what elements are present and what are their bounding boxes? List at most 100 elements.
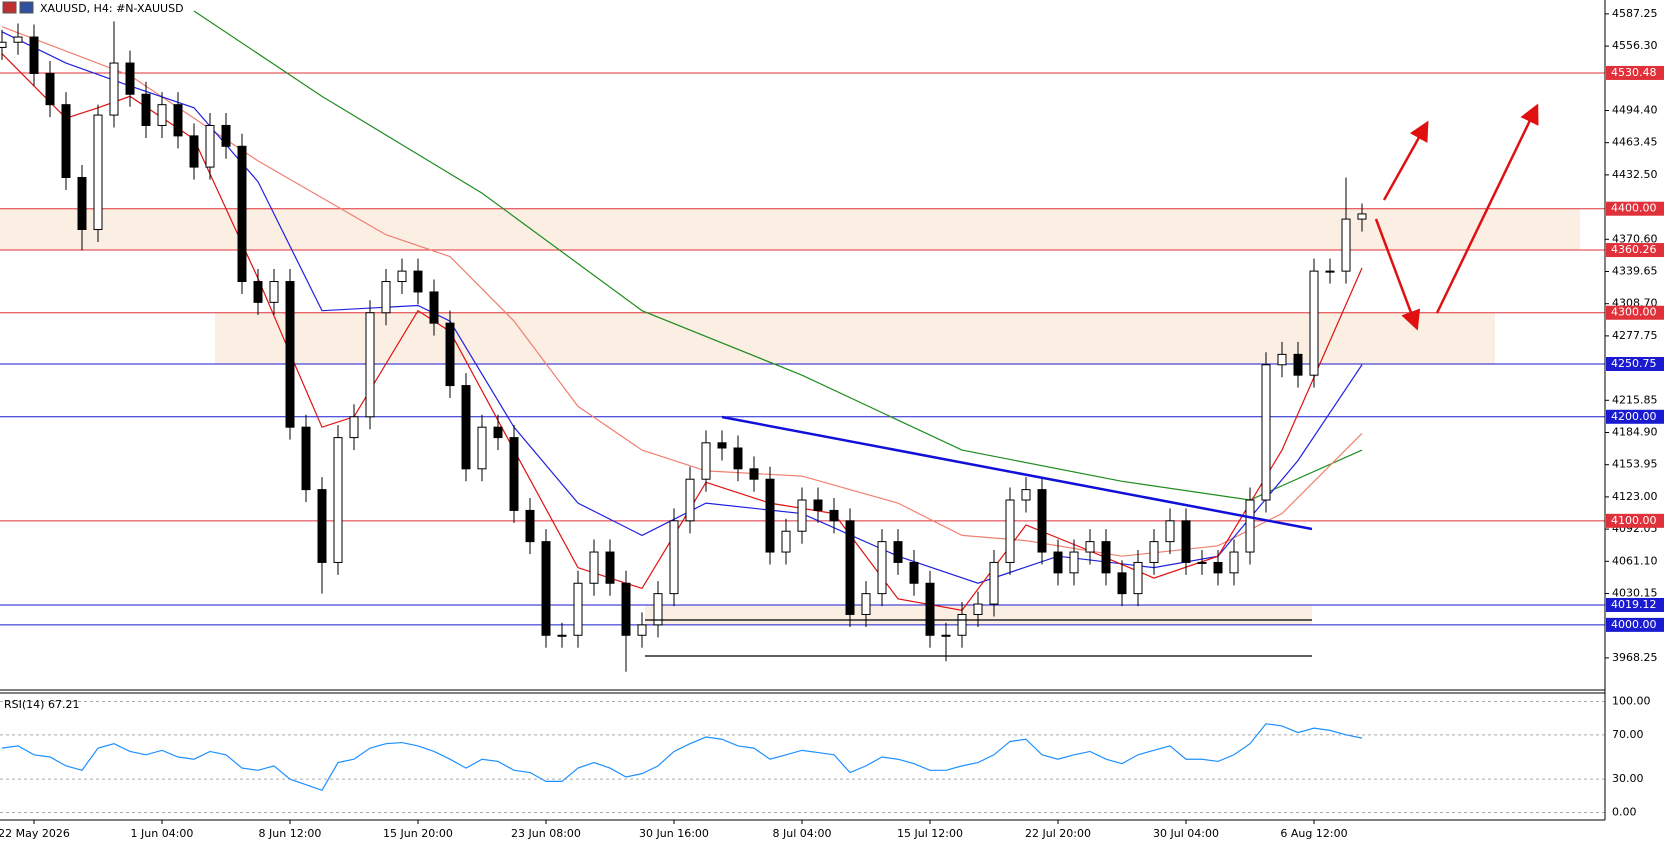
candle-body [749,468,759,480]
axis-labels: 4587.25 4556.30 4494.40 4463.45 4432.50 4370.… [0,7,1664,840]
candle-body [1213,561,1223,574]
y-tick-label: 4432.50 [1612,168,1658,181]
candle-body [877,541,887,595]
x-tick-label: 30 Jul 04:00 [1153,827,1219,840]
rsi-tick-label: 30.00 [1612,772,1644,785]
x-tick-label: 30 Jun 16:00 [639,827,709,840]
candle-body [237,145,247,283]
candle-body [1037,489,1047,553]
y-tick-label: 4370.60 [1612,232,1658,245]
candle-body [397,270,407,283]
candle-body [781,530,791,553]
x-tick-label: 22 May 2026 [0,827,70,840]
candle-body [973,603,983,615]
arrow-up [1435,103,1539,314]
candle-body [125,62,135,95]
candle-body [189,135,199,168]
candle-body [1069,551,1079,574]
candle-body [93,114,103,231]
candle-body [109,62,119,116]
candle-body [621,582,631,636]
trend-line [721,415,1313,531]
candle-body [77,176,87,231]
candle-body [685,478,695,522]
candle-body [829,509,839,522]
candle-body [269,281,279,303]
candle-body [1357,213,1367,220]
candle-body [573,582,583,636]
candle-body [61,104,71,178]
candle-body [861,593,871,615]
candle-body [413,270,423,293]
candle-body [765,478,775,553]
candle-body [285,281,295,428]
candle-body [845,520,855,615]
level-tag [1606,597,1664,612]
candle-body [637,624,647,636]
candle-body [893,541,903,563]
candle-body [1133,561,1143,595]
candle-body [381,281,391,314]
y-tick-label: 4061.10 [1612,554,1658,567]
candle-body [157,104,167,126]
candle-body [589,551,599,584]
candle-body [941,634,951,637]
y-tick-label: 4030.15 [1612,587,1658,600]
candle-body [1293,353,1303,376]
zone [0,208,1580,251]
candle-body [1325,270,1335,273]
candle-body [1005,499,1015,563]
y-tick-label: 4215.85 [1612,393,1658,406]
candle-body [221,124,231,147]
candle-body [173,104,183,137]
candle-body [813,499,823,511]
candle-body [1277,353,1287,366]
candle-body [1245,499,1255,553]
menu-icon[interactable] [2,1,17,14]
candle-body [1149,541,1159,563]
x-tick-label: 1 Jun 04:00 [131,827,194,840]
candle-body [557,634,567,637]
y-tick-label: 4556.30 [1612,39,1658,52]
candle-body [349,416,359,439]
level-label: 4100.00 [1611,514,1657,527]
candle-body [653,593,663,626]
candle-body [1101,541,1111,574]
rsi-tick-label: 70.00 [1612,728,1644,741]
y-tick-label: 4494.40 [1612,103,1658,116]
zones [0,208,1580,625]
level-tag [1606,243,1664,258]
candle-body [509,437,519,511]
candle-body [1085,541,1095,553]
y-tick-label: 4153.95 [1612,458,1658,471]
level-label: 4300.00 [1611,306,1657,319]
candle-body [957,613,967,636]
level-tag [1606,201,1664,216]
candle-body [317,489,327,563]
candle-body [0,41,7,48]
candle-body [1181,520,1191,563]
levels [0,72,1605,626]
arrow-down [1374,218,1421,331]
x-tick-label: 23 Jun 08:00 [511,827,581,840]
arrow-up [1382,120,1429,201]
level-label: 4200.00 [1611,410,1657,423]
y-tick-label: 4184.90 [1612,425,1658,438]
candle-body [1053,551,1063,574]
level-tag [1606,356,1664,371]
candle-body [989,561,999,605]
y-tick-label: 3968.25 [1612,651,1658,664]
candle-body [1341,218,1351,272]
rsi-title: RSI(14) 67.21 [4,698,79,711]
candle-body [701,442,711,480]
candle-body [429,291,439,324]
level-label: 4000.00 [1611,618,1657,631]
chart-icon[interactable] [19,1,34,14]
x-tick-label: 22 Jul 20:00 [1025,827,1091,840]
x-tick-label: 6 Aug 12:00 [1280,827,1347,840]
candle-body [1117,572,1127,595]
candle-body [1021,489,1031,501]
candle-body [733,447,743,470]
rsi-panel [0,701,1605,813]
